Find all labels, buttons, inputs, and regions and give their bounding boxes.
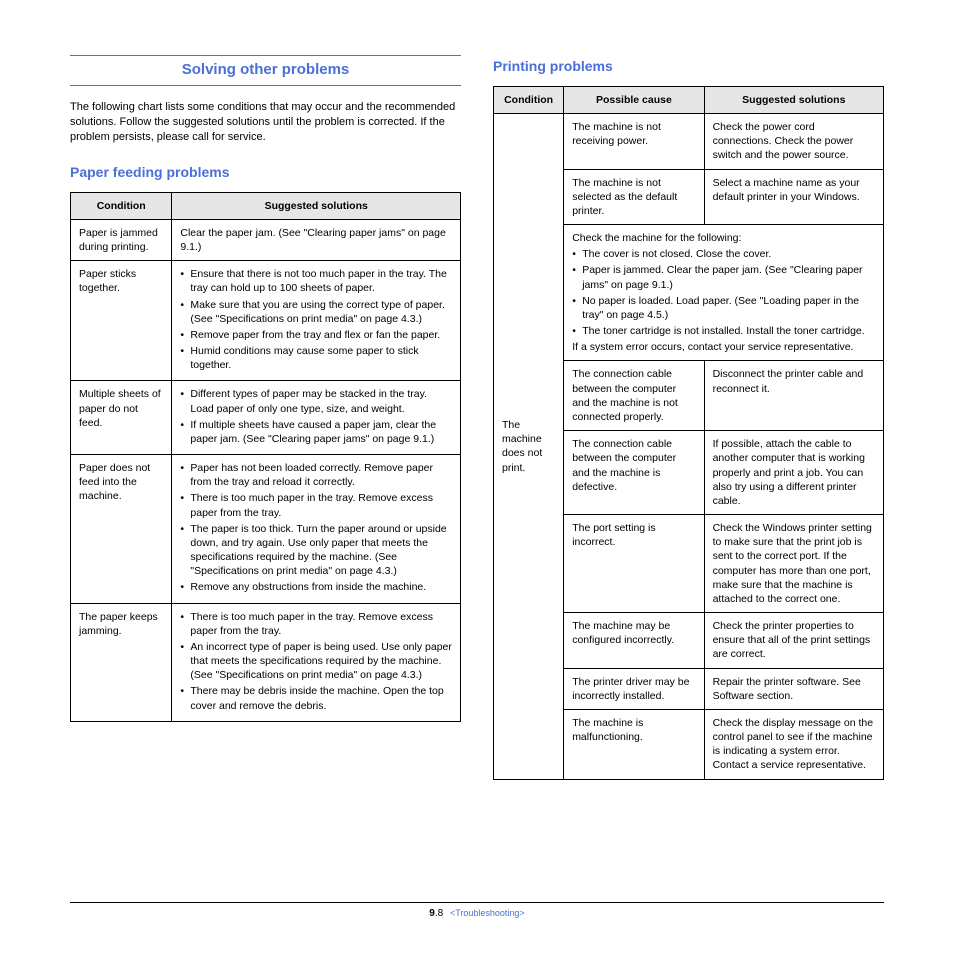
cell-condition: Paper does not feed into the machine. bbox=[71, 455, 172, 604]
table-row: Paper is jammed during printing. Clear t… bbox=[71, 219, 461, 260]
cell-cause: The machine is not selected as the defau… bbox=[564, 169, 704, 225]
col-solutions: Suggested solutions bbox=[704, 86, 883, 113]
cell-solution: Clear the paper jam. (See "Clearing pape… bbox=[172, 219, 461, 260]
table-row: The machine does not print. The machine … bbox=[494, 114, 884, 170]
cell-solution: Check the power cord connections. Check … bbox=[704, 114, 883, 170]
cell-condition: The machine does not print. bbox=[494, 114, 564, 780]
list-item: An incorrect type of paper is being used… bbox=[180, 640, 452, 683]
page-number-minor: .8 bbox=[435, 908, 443, 919]
footer-label: <Troubleshooting> bbox=[450, 908, 525, 918]
list-item: Paper has not been loaded correctly. Rem… bbox=[180, 461, 452, 489]
check-list: The cover is not closed. Close the cover… bbox=[572, 247, 875, 338]
cell-cause: The connection cable between the compute… bbox=[564, 361, 704, 431]
cell-solution: Paper has not been loaded correctly. Rem… bbox=[172, 455, 461, 604]
list-item: The cover is not closed. Close the cover… bbox=[572, 247, 875, 261]
right-column: Printing problems Condition Possible cau… bbox=[493, 55, 884, 780]
col-condition: Condition bbox=[71, 192, 172, 219]
solution-list: Different types of paper may be stacked … bbox=[180, 387, 452, 446]
cell-solution: Select a machine name as your default pr… bbox=[704, 169, 883, 225]
table-row: Paper sticks together. Ensure that there… bbox=[71, 261, 461, 381]
table-row: Paper does not feed into the machine. Pa… bbox=[71, 455, 461, 604]
list-item: There is too much paper in the tray. Rem… bbox=[180, 491, 452, 519]
intro-text: The following chart lists some condition… bbox=[70, 100, 461, 145]
list-item: The paper is too thick. Turn the paper a… bbox=[180, 522, 452, 579]
cell-solution: Disconnect the printer cable and reconne… bbox=[704, 361, 883, 431]
cell-solution: Check the printer properties to ensure t… bbox=[704, 613, 883, 669]
list-item: The toner cartridge is not installed. In… bbox=[572, 324, 875, 338]
cell-solution: Check the Windows printer setting to mak… bbox=[704, 515, 883, 613]
cell-cause: The connection cable between the compute… bbox=[564, 431, 704, 515]
list-item: There may be debris inside the machine. … bbox=[180, 684, 452, 712]
table-row: The paper keeps jamming. There is too mu… bbox=[71, 603, 461, 721]
table-row: Multiple sheets of paper do not feed. Di… bbox=[71, 381, 461, 455]
cell-condition: Paper is jammed during printing. bbox=[71, 219, 172, 260]
cell-solution: If possible, attach the cable to another… bbox=[704, 431, 883, 515]
list-item: Make sure that you are using the correct… bbox=[180, 298, 452, 326]
col-solutions: Suggested solutions bbox=[172, 192, 461, 219]
list-item: If multiple sheets have caused a paper j… bbox=[180, 418, 452, 446]
cell-solution: Ensure that there is not too much paper … bbox=[172, 261, 461, 381]
page-content: Solving other problems The following cha… bbox=[0, 0, 954, 780]
cell-cause: The printer driver may be incorrectly in… bbox=[564, 668, 704, 709]
cell-cause: The machine is malfunctioning. bbox=[564, 709, 704, 779]
table-header-row: Condition Possible cause Suggested solut… bbox=[494, 86, 884, 113]
col-cause: Possible cause bbox=[564, 86, 704, 113]
list-item: Humid conditions may cause some paper to… bbox=[180, 344, 452, 372]
left-column: Solving other problems The following cha… bbox=[70, 55, 461, 780]
list-item: Remove paper from the tray and flex or f… bbox=[180, 328, 452, 342]
cell-check-block: Check the machine for the following: The… bbox=[564, 225, 884, 361]
cell-solution: Different types of paper may be stacked … bbox=[172, 381, 461, 455]
list-item: No paper is loaded. Load paper. (See "Lo… bbox=[572, 294, 875, 322]
col-condition: Condition bbox=[494, 86, 564, 113]
cell-condition: The paper keeps jamming. bbox=[71, 603, 172, 721]
check-lead: Check the machine for the following: bbox=[572, 231, 875, 245]
list-item: Ensure that there is not too much paper … bbox=[180, 267, 452, 295]
printing-problems-table: Condition Possible cause Suggested solut… bbox=[493, 86, 884, 780]
subsection-title: Paper feeding problems bbox=[70, 163, 461, 182]
subsection-title: Printing problems bbox=[493, 57, 884, 76]
solution-list: There is too much paper in the tray. Rem… bbox=[180, 610, 452, 713]
list-item: Remove any obstructions from inside the … bbox=[180, 580, 452, 594]
cell-solution: Repair the printer software. See Softwar… bbox=[704, 668, 883, 709]
check-tail: If a system error occurs, contact your s… bbox=[572, 340, 875, 354]
cell-condition: Multiple sheets of paper do not feed. bbox=[71, 381, 172, 455]
section-title: Solving other problems bbox=[70, 55, 461, 86]
cell-condition: Paper sticks together. bbox=[71, 261, 172, 381]
cell-cause: The machine is not receiving power. bbox=[564, 114, 704, 170]
paper-feeding-table: Condition Suggested solutions Paper is j… bbox=[70, 192, 461, 722]
cell-cause: The machine may be configured incorrectl… bbox=[564, 613, 704, 669]
page-footer: 9.8 <Troubleshooting> bbox=[70, 902, 884, 921]
cell-solution: There is too much paper in the tray. Rem… bbox=[172, 603, 461, 721]
solution-list: Ensure that there is not too much paper … bbox=[180, 267, 452, 372]
list-item: Paper is jammed. Clear the paper jam. (S… bbox=[572, 263, 875, 291]
cell-solution: Check the display message on the control… bbox=[704, 709, 883, 779]
cell-cause: The port setting is incorrect. bbox=[564, 515, 704, 613]
list-item: There is too much paper in the tray. Rem… bbox=[180, 610, 452, 638]
table-header-row: Condition Suggested solutions bbox=[71, 192, 461, 219]
list-item: Different types of paper may be stacked … bbox=[180, 387, 452, 415]
solution-list: Paper has not been loaded correctly. Rem… bbox=[180, 461, 452, 595]
